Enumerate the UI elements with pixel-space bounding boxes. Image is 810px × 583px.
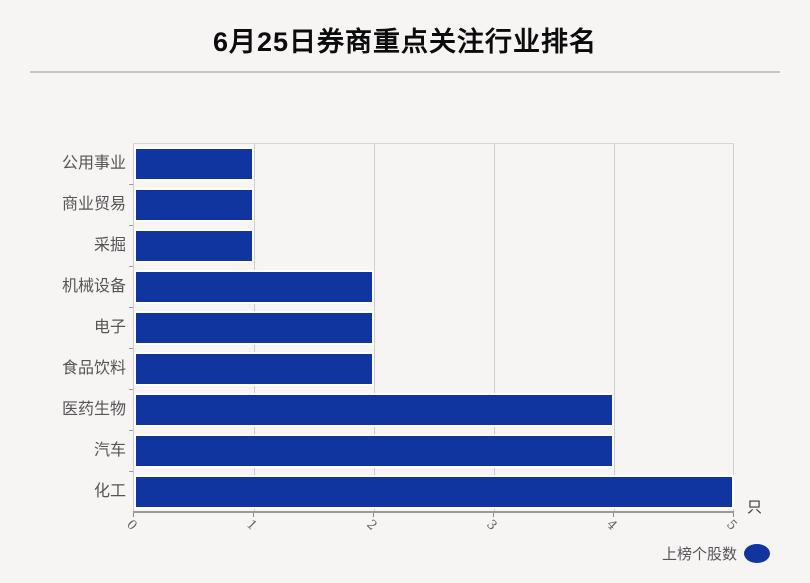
- category-label: 公用事业: [61, 155, 126, 172]
- legend-label: 上榜个股数: [661, 546, 737, 563]
- x-tick-mark: [253, 513, 254, 517]
- bar: [134, 475, 734, 509]
- category-label: 电子: [93, 319, 126, 336]
- x-gridline: [374, 144, 375, 513]
- legend-marker-ellipse-icon: [744, 544, 770, 563]
- bar: [134, 229, 254, 263]
- chart-title: 6月25日券商重点关注行业排名: [212, 27, 598, 57]
- x-tick-label: 5: [723, 517, 740, 534]
- legend: 上榜个股数: [662, 543, 770, 564]
- category-label: 采掘: [93, 237, 126, 254]
- y-tick-mark: [129, 184, 133, 185]
- x-tick-mark: [493, 513, 494, 517]
- category-label: 商业贸易: [61, 196, 126, 213]
- title-divider: [30, 71, 780, 73]
- bar: [134, 147, 254, 181]
- x-tick-mark: [133, 513, 134, 517]
- category-label: 医药生物: [61, 401, 126, 418]
- category-label: 食品饮料: [61, 360, 126, 377]
- y-tick-mark: [129, 348, 133, 349]
- category-label: 化工: [93, 483, 126, 500]
- x-tick-mark: [733, 513, 734, 517]
- bar: [134, 352, 374, 386]
- y-axis-labels: 公用事业商业贸易采掘机械设备电子食品饮料医药生物汽车化工: [0, 143, 126, 512]
- x-tick-mark: [373, 513, 374, 517]
- y-tick-mark: [129, 471, 133, 472]
- x-tick-mark: [613, 513, 614, 517]
- bar: [134, 270, 374, 304]
- bar: [134, 434, 614, 468]
- x-tick-label: 4: [603, 517, 620, 534]
- y-tick-mark: [129, 225, 133, 226]
- x-tick-label: 0: [123, 517, 140, 534]
- category-label: 机械设备: [61, 278, 126, 295]
- y-tick-mark: [129, 307, 133, 308]
- x-gridline: [614, 144, 615, 513]
- x-axis-unit-label: 只: [747, 499, 763, 516]
- bar: [134, 393, 614, 427]
- y-tick-mark: [129, 389, 133, 390]
- x-axis-line: [133, 511, 734, 513]
- category-label: 汽车: [93, 442, 126, 459]
- x-tick-label: 3: [483, 517, 500, 534]
- x-tick-label: 2: [363, 517, 380, 534]
- bar: [134, 311, 374, 345]
- plot-area: [133, 143, 734, 513]
- bar: [134, 188, 254, 222]
- y-tick-mark: [129, 266, 133, 267]
- x-gridline: [494, 144, 495, 513]
- x-tick-label: 1: [243, 517, 260, 534]
- y-tick-mark: [129, 430, 133, 431]
- x-gridline: [733, 144, 734, 513]
